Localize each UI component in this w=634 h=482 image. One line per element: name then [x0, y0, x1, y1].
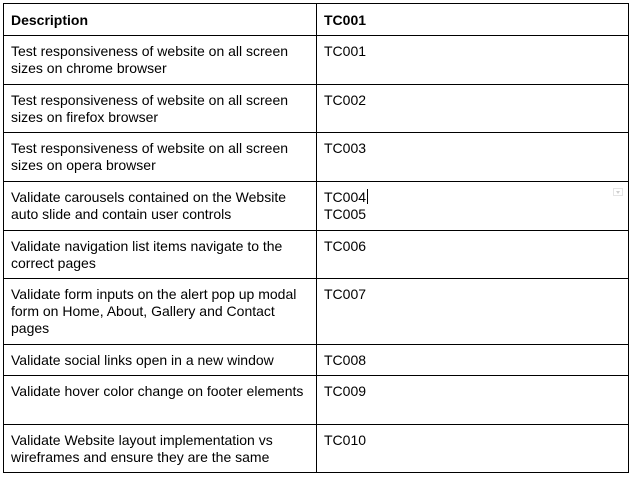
id-cell[interactable]: TC009: [316, 375, 629, 425]
table-row: Validate social links open in a new wind…: [3, 344, 629, 376]
table-row: Validate carousels contained on the Webs…: [3, 181, 629, 231]
header-id[interactable]: TC001: [316, 3, 629, 36]
header-description[interactable]: Description: [3, 3, 317, 36]
test-case-id: TC002: [324, 92, 367, 108]
description-cell[interactable]: Validate form inputs on the alert pop up…: [3, 278, 317, 345]
description-cell[interactable]: Test responsiveness of website on all sc…: [3, 84, 317, 133]
description-cell[interactable]: Validate navigation list items navigate …: [3, 230, 317, 279]
test-case-id: TC008: [324, 352, 367, 368]
description-cell[interactable]: Validate Website layout implementation v…: [3, 424, 317, 473]
description-cell[interactable]: Validate hover color change on footer el…: [3, 375, 317, 425]
text-cursor: [367, 189, 369, 204]
id-cell[interactable]: TC001: [316, 35, 629, 85]
test-case-id: TC003: [324, 140, 367, 156]
id-cell[interactable]: TC002: [316, 84, 629, 133]
table-row: Test responsiveness of website on all sc…: [3, 132, 629, 182]
id-cell[interactable]: TC010: [316, 424, 629, 473]
test-case-id: TC010: [324, 432, 367, 448]
description-cell[interactable]: Test responsiveness of website on all sc…: [3, 132, 317, 182]
id-cell-active[interactable]: TC004 TC005: [316, 181, 629, 231]
test-case-id: TC007: [324, 286, 367, 302]
table-row: Test responsiveness of website on all sc…: [3, 35, 629, 85]
chevron-down-icon[interactable]: [613, 188, 623, 196]
description-cell[interactable]: Validate social links open in a new wind…: [3, 344, 317, 376]
description-cell[interactable]: Validate carousels contained on the Webs…: [3, 181, 317, 231]
table-row: Validate form inputs on the alert pop up…: [3, 278, 629, 345]
header-row: Description TC001: [3, 3, 629, 36]
test-case-id: TC001: [324, 43, 367, 59]
test-case-id: TC006: [324, 238, 367, 254]
table-row: Validate hover color change on footer el…: [3, 375, 629, 425]
id-cell[interactable]: TC006: [316, 230, 629, 279]
table-row: Test responsiveness of website on all sc…: [3, 84, 629, 133]
test-case-id: TC009: [324, 383, 367, 399]
description-cell[interactable]: Test responsiveness of website on all sc…: [3, 35, 317, 85]
test-case-id: TC004: [324, 189, 367, 205]
test-case-id-line: TC004: [324, 189, 621, 206]
table-row: Validate Website layout implementation v…: [3, 424, 629, 473]
id-cell[interactable]: TC003: [316, 132, 629, 182]
table-row: Validate navigation list items navigate …: [3, 230, 629, 279]
id-cell[interactable]: TC007: [316, 278, 629, 345]
test-case-id: TC005: [324, 206, 367, 222]
test-case-table: Description TC001 Test responsiveness of…: [3, 3, 629, 473]
id-cell[interactable]: TC008: [316, 344, 629, 376]
